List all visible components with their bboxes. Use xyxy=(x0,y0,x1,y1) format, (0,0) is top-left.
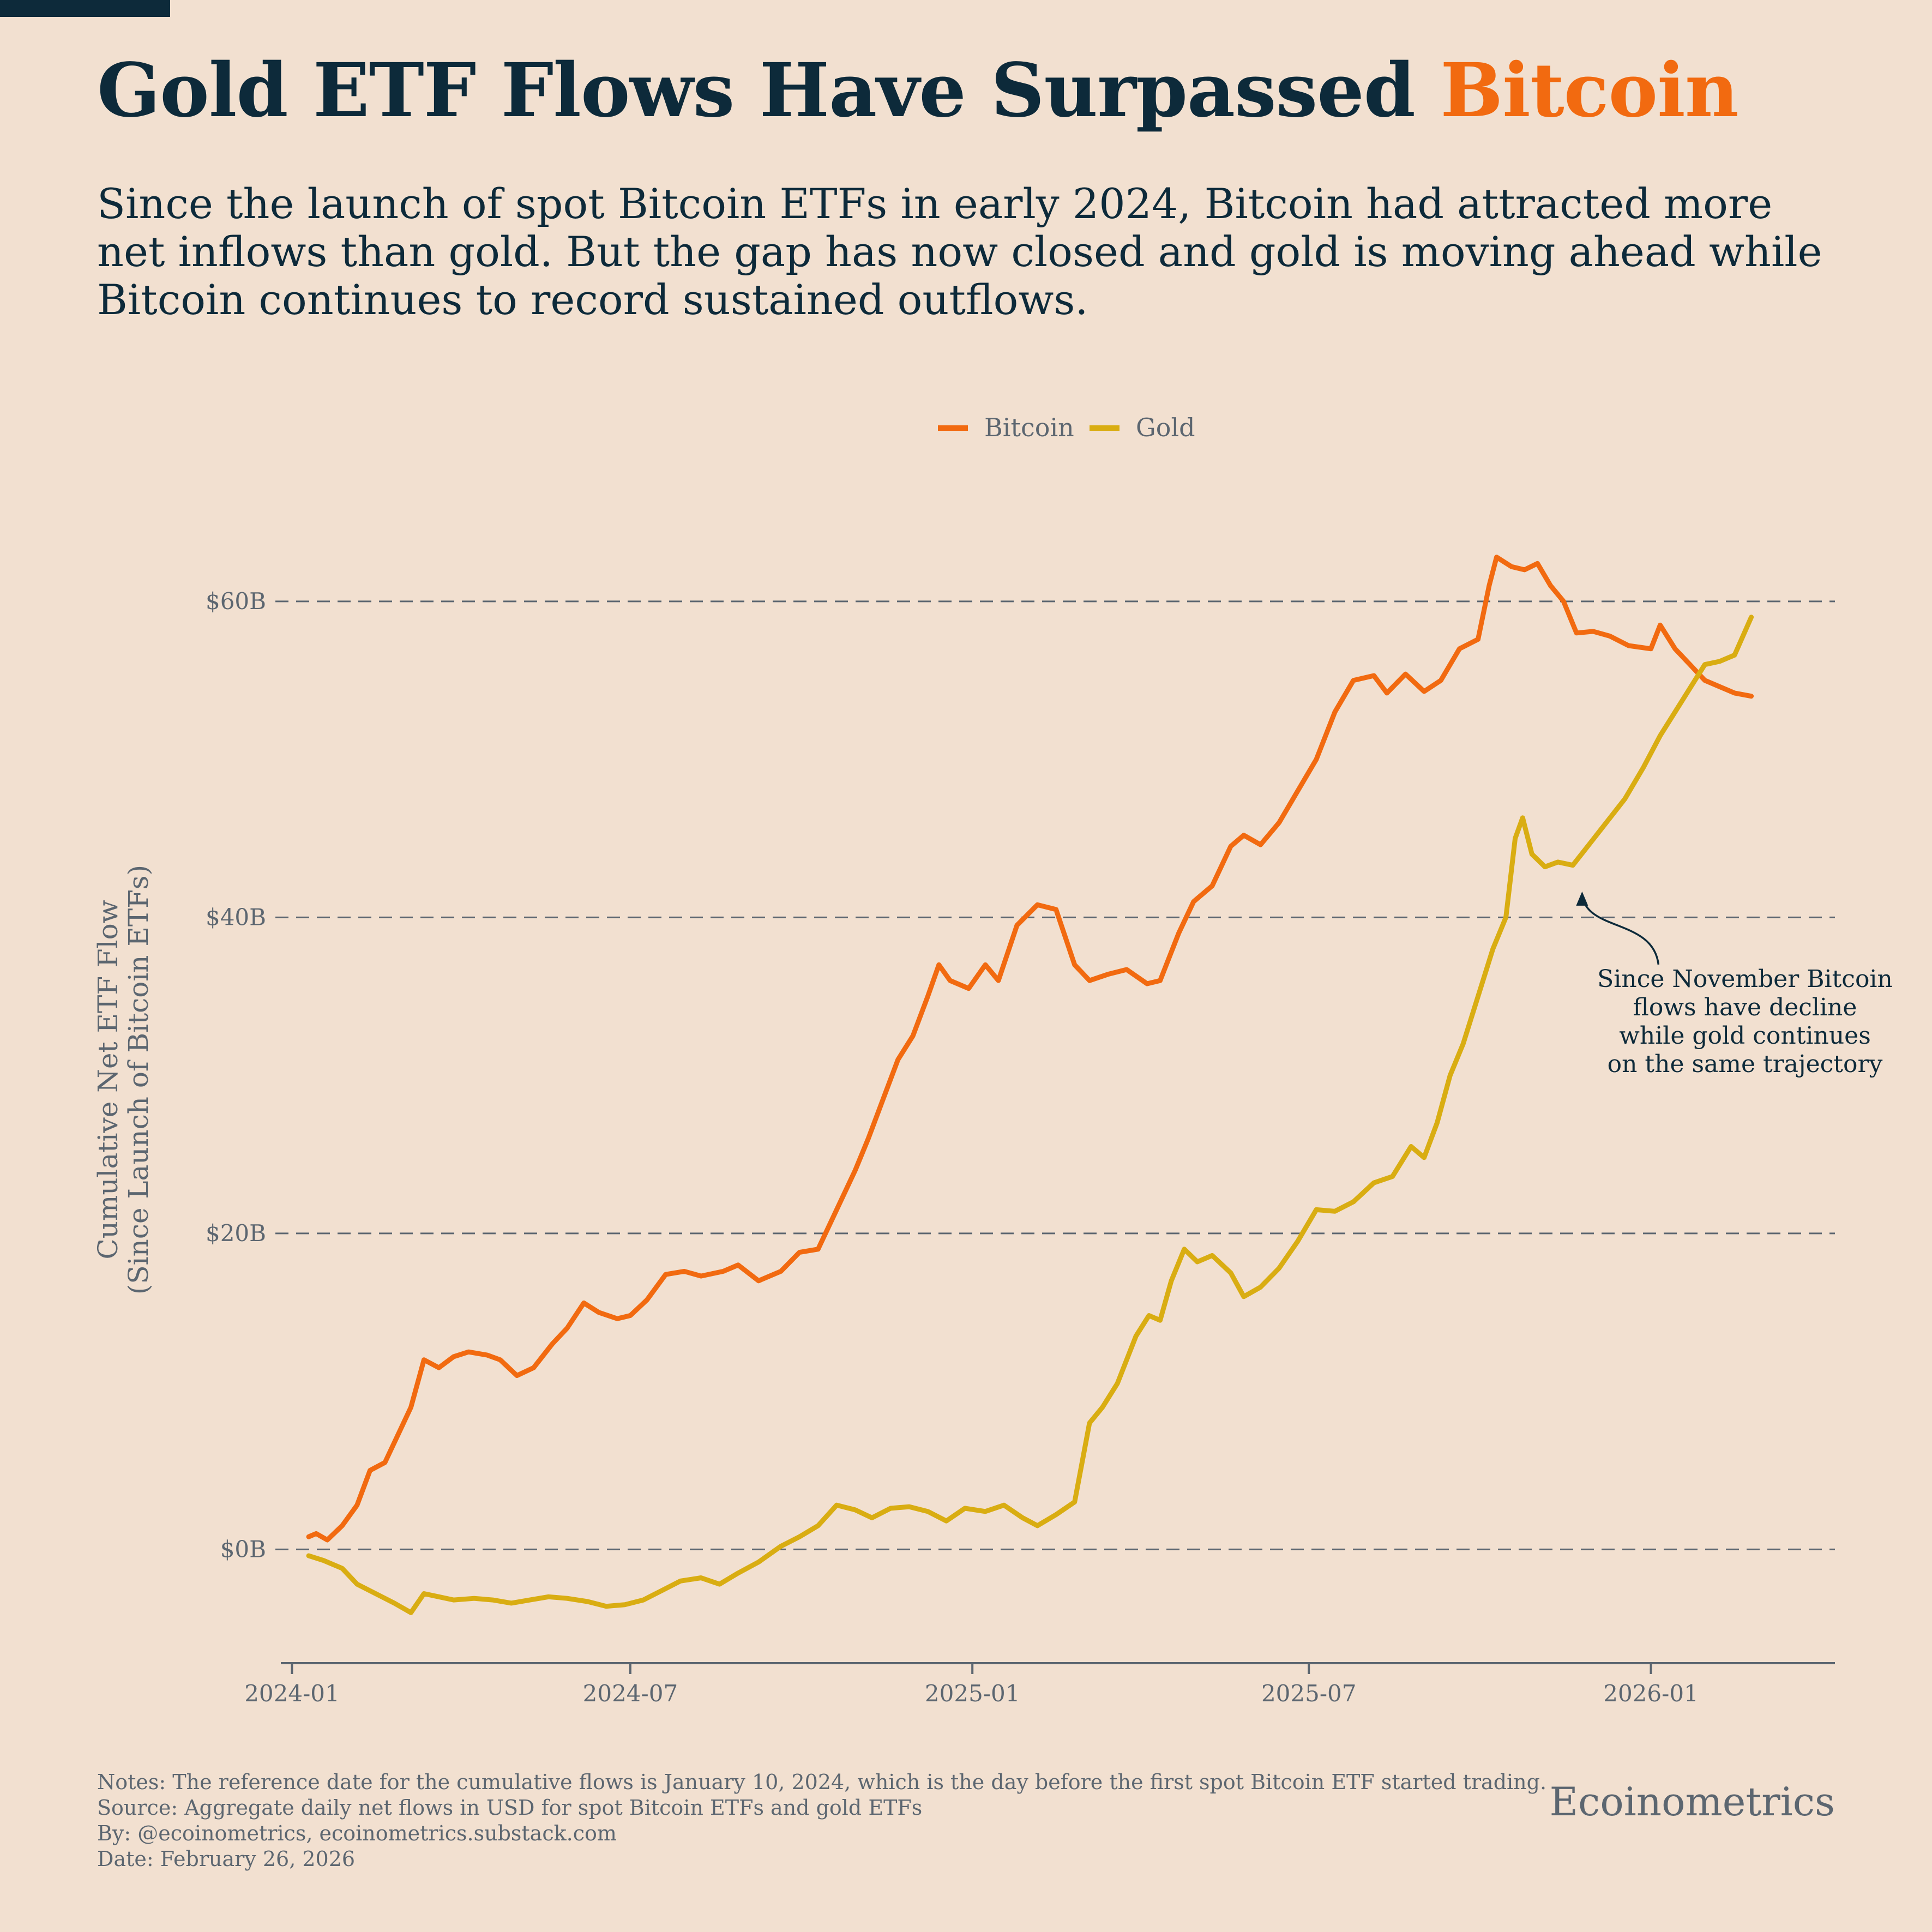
y-tick-label: $60B xyxy=(206,588,266,615)
footer-byline: By: @ecoinometrics, ecoinometrics.substa… xyxy=(97,1821,617,1845)
annotation-text-line: while gold continues xyxy=(1619,1022,1871,1050)
annotation-text-line: flows have decline xyxy=(1633,994,1857,1021)
title-highlight: Bitcoin xyxy=(1440,47,1738,134)
annotation-text-line: on the same trajectory xyxy=(1608,1050,1883,1078)
y-tick-label: $40B xyxy=(206,904,266,930)
annotation-text-line: Since November Bitcoin xyxy=(1597,965,1893,993)
chart-title: Gold ETF Flows Have Surpassed Bitcoin xyxy=(97,47,1739,134)
y-tick-label: $0B xyxy=(220,1536,266,1562)
y-tick-label: $20B xyxy=(206,1220,266,1247)
chart-subtitle: Since the launch of spot Bitcoin ETFs in… xyxy=(97,179,1822,324)
x-tick-label: 2025-07 xyxy=(1261,1680,1357,1707)
corner-accent-bar xyxy=(0,0,170,17)
legend-label-bitcoin: Bitcoin xyxy=(984,413,1074,442)
footer-date-line: Date: February 26, 2026 xyxy=(97,1847,356,1871)
title-main: Gold ETF Flows Have Surpassed xyxy=(97,47,1441,134)
series-line-gold xyxy=(306,615,1754,1615)
footer-notes: Notes: The reference date for the cumula… xyxy=(97,1770,1546,1872)
footer-source-line: Source: Aggregate daily net flows in USD… xyxy=(97,1796,923,1820)
annotation-arrow-line xyxy=(1581,893,1660,965)
series-line-bitcoin xyxy=(306,555,1754,1543)
annotation-arrow-head xyxy=(1576,891,1588,906)
legend-label-gold: Gold xyxy=(1136,413,1195,442)
y-axis-label-line: (Since Launch of Bitcoin ETFs) xyxy=(123,865,154,1295)
brand-logo-text: Ecoinometrics xyxy=(1549,1779,1835,1825)
footer-notes-line: Notes: The reference date for the cumula… xyxy=(97,1770,1547,1794)
x-tick-label: 2026-01 xyxy=(1603,1680,1699,1707)
x-tick-label: 2024-07 xyxy=(583,1680,678,1707)
y-axis-label: Cumulative Net ETF Flow(Since Launch of … xyxy=(92,865,154,1295)
x-tick-label: 2025-01 xyxy=(925,1680,1020,1707)
x-tick-label: 2024-01 xyxy=(244,1680,340,1707)
y-axis-label-line: Cumulative Net ETF Flow xyxy=(92,900,124,1259)
